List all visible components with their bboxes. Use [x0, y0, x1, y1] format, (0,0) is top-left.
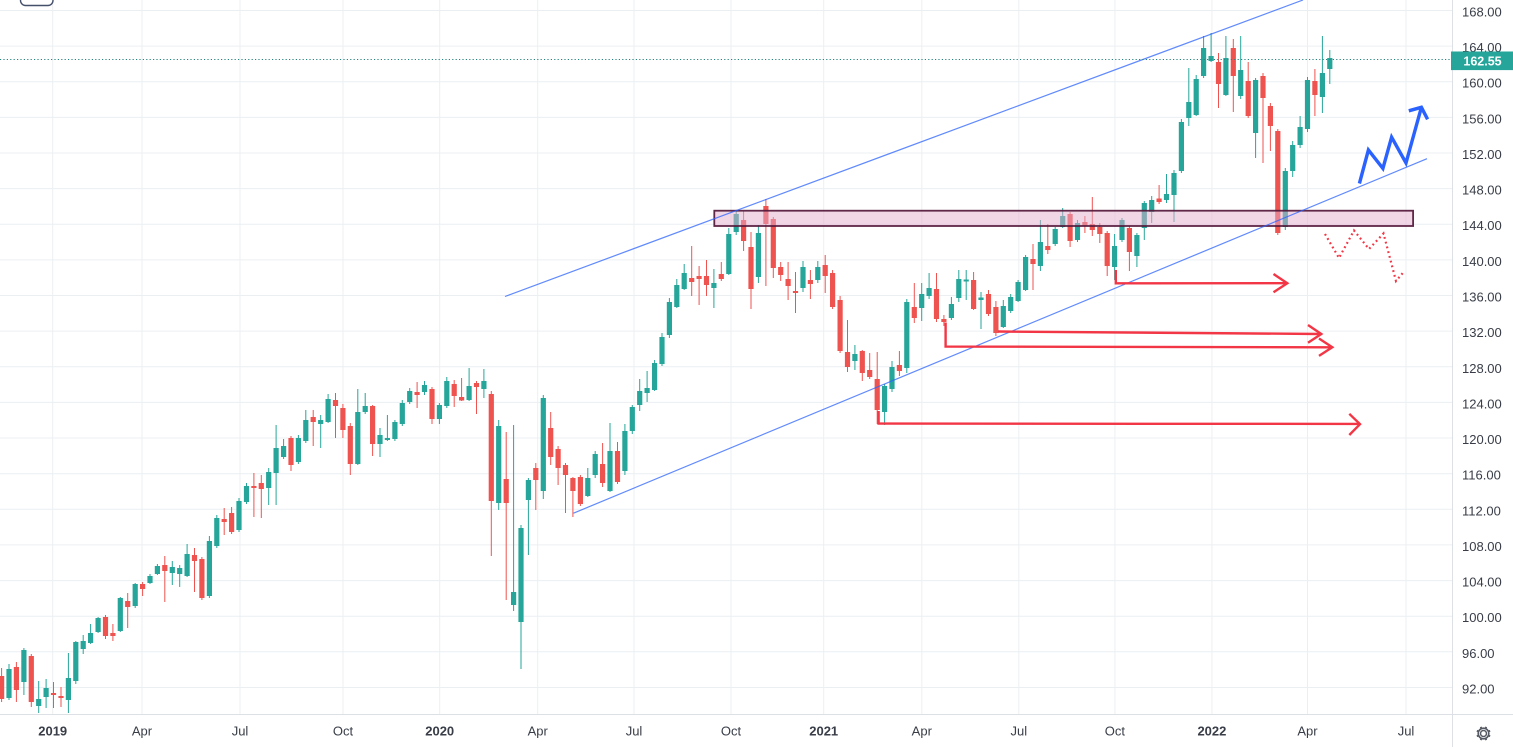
svg-text:Apr: Apr	[528, 724, 549, 739]
svg-text:2019: 2019	[38, 724, 67, 739]
svg-text:100.00: 100.00	[1462, 610, 1502, 625]
svg-text:92.00: 92.00	[1462, 682, 1495, 697]
svg-text:108.00: 108.00	[1462, 539, 1502, 554]
svg-text:112.00: 112.00	[1462, 503, 1501, 518]
svg-text:Jul: Jul	[232, 724, 249, 739]
svg-text:Oct: Oct	[333, 724, 354, 739]
svg-text:156.00: 156.00	[1462, 111, 1502, 126]
svg-text:132.00: 132.00	[1462, 325, 1502, 340]
svg-text:Oct: Oct	[1105, 724, 1126, 739]
svg-text:140.00: 140.00	[1462, 254, 1502, 269]
svg-text:Jul: Jul	[626, 724, 643, 739]
svg-text:148.00: 148.00	[1462, 183, 1502, 198]
svg-text:160.00: 160.00	[1462, 76, 1502, 91]
svg-text:2020: 2020	[425, 724, 454, 739]
svg-text:152.00: 152.00	[1462, 147, 1502, 162]
svg-text:144.00: 144.00	[1462, 218, 1502, 233]
svg-text:Jul: Jul	[1398, 724, 1415, 739]
svg-text:136.00: 136.00	[1462, 290, 1502, 305]
svg-text:124.00: 124.00	[1462, 396, 1502, 411]
svg-text:128.00: 128.00	[1462, 361, 1502, 376]
svg-text:Jul: Jul	[1010, 724, 1027, 739]
svg-text:162.55: 162.55	[1463, 54, 1501, 68]
svg-text:168.00: 168.00	[1462, 5, 1502, 20]
svg-text:Apr: Apr	[132, 724, 153, 739]
svg-text:2021: 2021	[809, 724, 838, 739]
svg-text:2022: 2022	[1197, 724, 1226, 739]
svg-text:Apr: Apr	[912, 724, 933, 739]
svg-text:120.00: 120.00	[1462, 432, 1502, 447]
svg-text:104.00: 104.00	[1462, 575, 1502, 590]
svg-text:116.00: 116.00	[1462, 468, 1501, 483]
svg-text:164.00: 164.00	[1462, 40, 1502, 55]
svg-text:Apr: Apr	[1297, 724, 1318, 739]
svg-text:Oct: Oct	[721, 724, 742, 739]
svg-text:96.00: 96.00	[1462, 646, 1495, 661]
